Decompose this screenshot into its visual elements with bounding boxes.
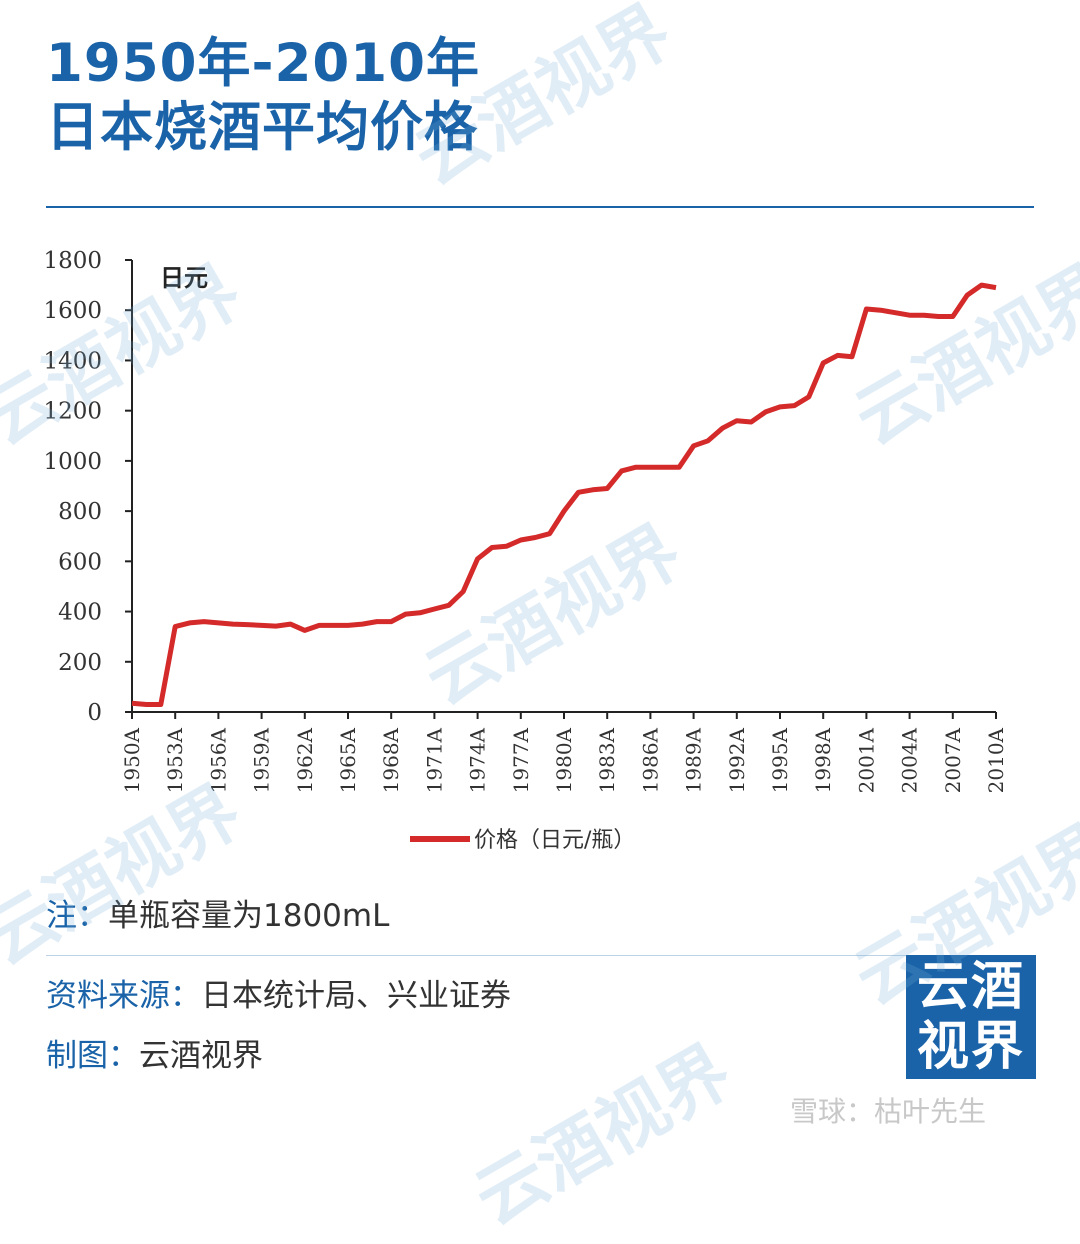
y-tick-label: 0 (87, 700, 102, 726)
x-tick-label: 1983A (595, 727, 619, 793)
source-label: 资料来源： (46, 978, 201, 1014)
title-line-2: 日本烧酒平均价格 (46, 97, 478, 158)
source: 资料来源：日本统计局、兴业证券 (46, 970, 511, 1022)
watermark: 云酒视界 (461, 1029, 745, 1241)
x-tick-label: 1962A (293, 727, 317, 793)
x-tick-label: 1980A (552, 727, 576, 793)
legend: 价格（日元/瓶） (410, 828, 635, 853)
maker: 制图：云酒视界 (46, 1030, 263, 1082)
title-line-1: 1950年-2010年 (46, 33, 481, 94)
y-tick-label: 400 (58, 600, 102, 626)
x-tick-label: 2007A (941, 727, 965, 793)
x-tick-label: 1974A (466, 727, 490, 793)
page-title: 1950年-2010年 日本烧酒平均价格 (46, 32, 480, 160)
y-tick-label: 800 (58, 499, 102, 525)
x-tick-label: 1971A (422, 727, 446, 793)
x-tick-label: 1992A (725, 727, 749, 793)
x-tick-label: 1995A (768, 727, 792, 793)
x-tick-label: 1986A (638, 727, 662, 793)
logo-line-1: 云酒 (916, 957, 1025, 1017)
x-tick-label: 1989A (682, 727, 706, 793)
x-tick-label: 1998A (811, 727, 835, 793)
note-label: 注： (46, 898, 108, 934)
header-divider (46, 206, 1034, 208)
brand-logo: 云酒 视界 (906, 955, 1036, 1079)
x-tick-label: 1977A (509, 727, 533, 793)
x-axis: 1950A 1953A 1956A 1959A 1962A 1965A 1968A 1971A… (120, 711, 1008, 793)
footer-divider (46, 955, 906, 956)
logo-line-2: 视界 (916, 1017, 1025, 1077)
x-tick-label: 1956A (206, 727, 230, 793)
maker-value: 云酒视界 (139, 1038, 263, 1074)
platform-watermark: 雪球：枯叶先生 (790, 1095, 987, 1128)
x-tick-label: 2010A (984, 727, 1008, 793)
note: 注：单瓶容量为1800mL (46, 890, 389, 942)
x-tick-label: 1965A (336, 727, 360, 793)
legend-label: 价格（日元/瓶） (474, 828, 635, 853)
source-value: 日本统计局、兴业证券 (201, 978, 511, 1014)
note-value: 单瓶容量为1800mL (108, 898, 390, 934)
y-tick-label: 600 (58, 549, 102, 575)
series-line-price (131, 282, 997, 707)
x-tick-label: 1953A (163, 727, 187, 793)
x-tick-label: 2004A (898, 727, 922, 793)
y-axis: 0 200 400 600 800 1000 1200 1400 1600 1800 (43, 248, 133, 726)
y-tick-label: 1600 (43, 298, 102, 324)
x-tick-label: 1968A (379, 727, 403, 793)
y-tick-label: 1200 (43, 399, 102, 425)
series-layer (131, 282, 997, 707)
x-tick-label: 1950A (120, 727, 144, 793)
y-unit-label: 日元 (160, 264, 208, 292)
x-tick-label: 2001A (854, 727, 878, 793)
y-tick-label: 1800 (43, 248, 102, 274)
y-tick-label: 200 (58, 650, 102, 676)
maker-label: 制图： (46, 1038, 139, 1074)
x-tick-label: 1959A (250, 727, 274, 793)
y-tick-label: 1400 (43, 348, 102, 374)
y-tick-label: 1000 (43, 449, 102, 475)
